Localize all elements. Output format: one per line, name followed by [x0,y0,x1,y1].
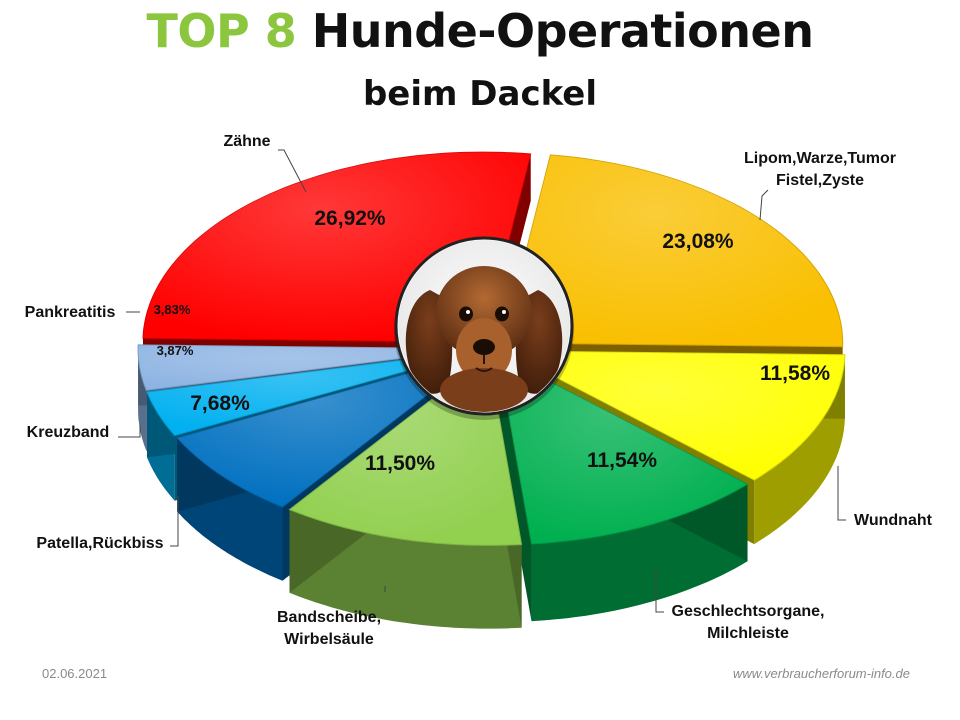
category-label-1-0: Wundnaht [854,512,933,529]
value-label-0: 23,08% [662,230,734,253]
leader-line-2 [655,570,664,613]
chart-title: TOP 8 Hunde-Operationen [0,4,960,58]
category-label-0-0: Lipom,Warze,Tumor [744,150,896,167]
value-label-2: 11,54% [587,449,657,472]
value-labels: 23,08% 11,58% 11,54% 11,50% 7,68% 3,87% 3,83% 2… [154,207,831,475]
slice-highlight-0 [502,154,843,347]
leader-line-1 [837,466,846,521]
slice-wall-2-1 [498,354,532,622]
leader-line-0 [759,189,769,221]
value-label-6: 3,83% [154,302,191,317]
leader-line-7 [278,149,307,193]
category-label-3-1: Wirbelsäule [284,631,374,648]
category-labels: Lipom,Warze,Tumor Fistel,Zyste Wundnaht Ges… [25,133,933,648]
slice-highlight-5 [147,350,479,436]
leader-line-5 [118,425,141,438]
category-label-0-1: Fistel,Zyste [776,172,864,189]
slice-highlight-2 [498,354,748,544]
category-label-5-0: Kreuzband [27,424,110,441]
title-accent: TOP 8 [146,4,297,58]
value-label-5: 3,87% [157,343,194,358]
category-label-6-0: Pankreatitis [25,304,116,321]
title-main: Hunde-Operationen [311,4,814,58]
category-label-2-0: Geschlechtsorgane, [672,603,825,620]
leader-lines [118,149,846,613]
slice-highlight-6 [138,344,479,391]
category-label-2-1: Milchleiste [707,625,789,642]
value-label-1: 11,58% [760,362,830,385]
leader-line-4 [170,496,179,547]
slice-side-1 [754,354,845,545]
category-label-3-0: Bandscheibe, [277,609,381,626]
value-label-4: 7,68% [190,392,250,415]
dachshund-puppy-photo [394,236,574,420]
value-label-3: 11,50% [365,452,435,475]
slice-highlight-1 [504,350,845,481]
value-label-7: 26,92% [314,207,386,230]
footer-date: 02.06.2021 [42,666,108,681]
category-label-7-0: Zähne [223,133,270,150]
footer-website: www.verbraucherforum-info.de [732,666,910,681]
chart-subtitle: beim Dackel [362,74,598,114]
category-label-4-0: Patella,Rückbiss [36,535,163,552]
slice-highlight-4 [177,352,482,508]
